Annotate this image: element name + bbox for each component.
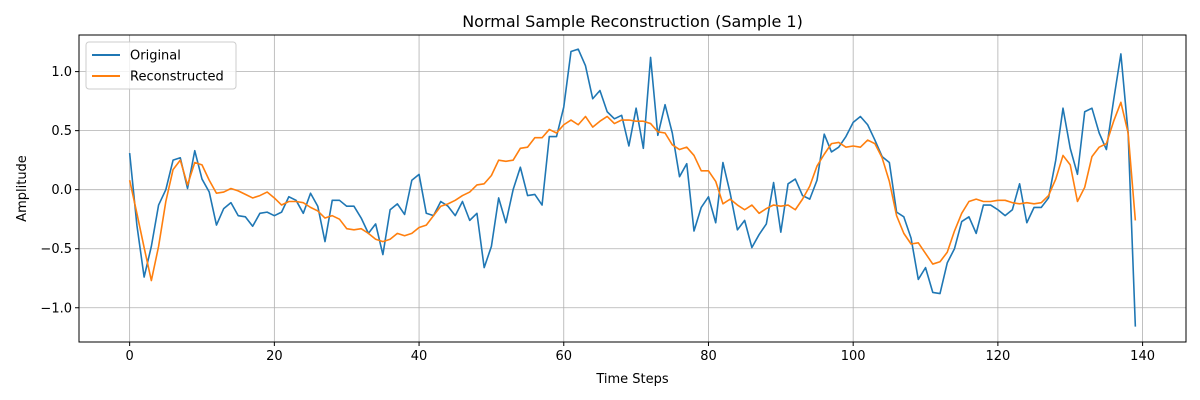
plot-frame: [78, 34, 1187, 343]
legend-box: [85, 41, 237, 90]
x-tick-label: 0: [126, 349, 134, 364]
y-tick-label: 1.0: [51, 65, 72, 80]
legend-label-original: Original: [130, 49, 181, 64]
x-tick-label: 120: [985, 349, 1010, 364]
legend: Original Reconstructed: [85, 41, 237, 90]
legend-label-reconstructed: Reconstructed: [130, 70, 224, 85]
x-tick-label: 140: [1130, 349, 1155, 364]
y-tick-label: 0.0: [51, 183, 72, 198]
x-axis-ticks: 0 20 40 60 80 100 120 140: [126, 342, 1155, 364]
series-layer: [128, 48, 1137, 327]
y-tick-label: −0.5: [40, 242, 72, 257]
x-axis-label: Time Steps: [595, 372, 669, 387]
y-axis-ticks: −1.0 −0.5 0.0 0.5 1.0: [40, 65, 79, 316]
x-tick-label: 20: [266, 349, 283, 364]
y-axis-label: Amplitude: [15, 155, 30, 222]
x-tick-label: 80: [700, 349, 717, 364]
x-tick-label: 60: [555, 349, 572, 364]
x-tick-label: 100: [841, 349, 866, 364]
chart-title: Normal Sample Reconstruction (Sample 1): [462, 12, 803, 31]
series-line-reconstructed: [128, 101, 1137, 282]
x-tick-label: 40: [411, 349, 428, 364]
y-tick-label: −1.0: [40, 301, 72, 316]
grid-lines: [79, 35, 1186, 342]
y-tick-label: 0.5: [51, 124, 72, 139]
